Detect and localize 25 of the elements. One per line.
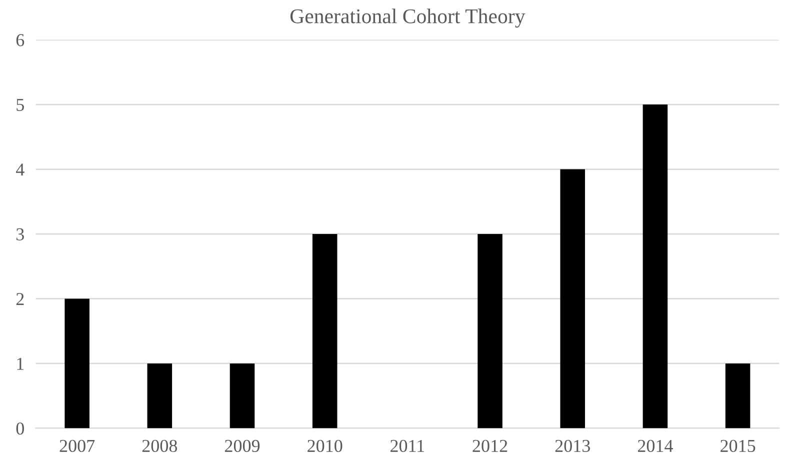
y-tick-label: 2 xyxy=(16,293,24,306)
x-tick-label: 2008 xyxy=(142,440,178,452)
y-tick-label: 1 xyxy=(17,358,24,370)
x-tick-label: 2014 xyxy=(638,440,673,452)
x-tick-label: 2012 xyxy=(472,440,508,452)
bar xyxy=(642,104,668,428)
chart-title: Generational Cohort Theory xyxy=(290,8,526,28)
y-tick-label: 5 xyxy=(16,98,24,111)
bar xyxy=(312,234,338,428)
x-tick-label: 2010 xyxy=(308,440,342,452)
x-tick-label: 2015 xyxy=(720,440,756,452)
x-tick-label: 2009 xyxy=(224,440,260,452)
bar xyxy=(478,234,502,428)
bar xyxy=(560,169,586,428)
bar xyxy=(725,363,750,428)
bar xyxy=(230,363,255,428)
y-tick-label: 3 xyxy=(16,228,24,240)
y-tick-label: 6 xyxy=(16,34,24,46)
y-tick-label: 0 xyxy=(16,422,24,435)
x-tick-label: 2013 xyxy=(555,440,590,452)
x-tick-label: 2011 xyxy=(390,440,424,452)
y-tick-label: 4 xyxy=(16,164,24,176)
x-tick-label: 2007 xyxy=(60,440,95,452)
bar xyxy=(64,298,90,428)
bar xyxy=(147,363,172,428)
